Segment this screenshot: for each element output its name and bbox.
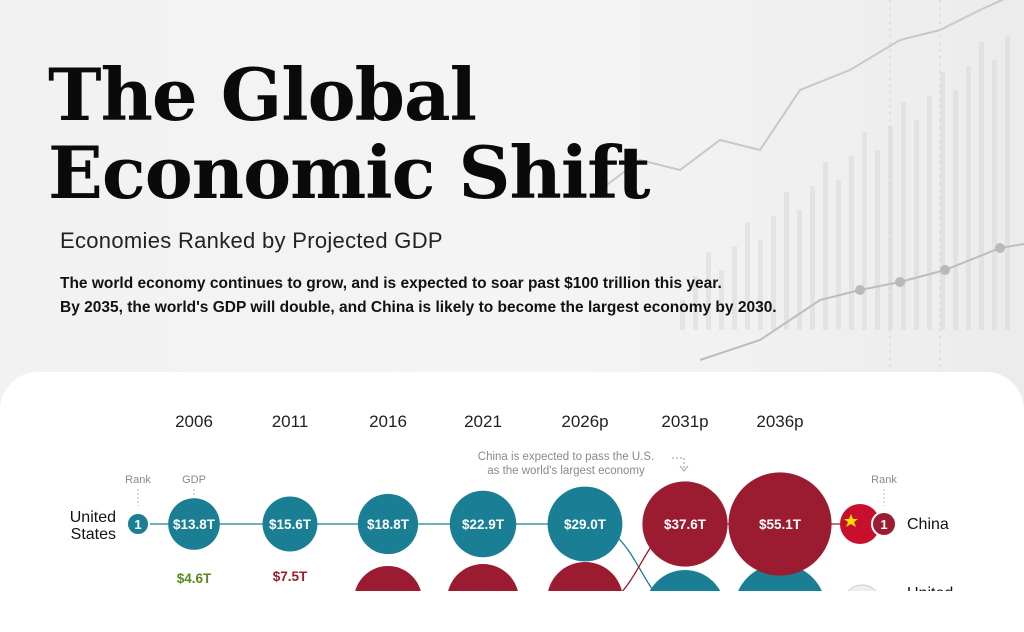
annotation-arrowhead: [679, 465, 689, 472]
china-value-label-2006: $4.6T: [177, 571, 212, 586]
us-value-label: $22.9T: [462, 517, 505, 532]
bg-bar: [680, 300, 685, 330]
bg-bar: [797, 210, 802, 330]
intro-line-1: The world economy continues to grow, and…: [60, 275, 722, 292]
intro-text: The world economy continues to grow, and…: [60, 272, 777, 320]
bg-bar: [914, 120, 919, 330]
bg-bar: [901, 102, 906, 330]
bg-bar: [823, 162, 828, 330]
us-rank-number: 1: [134, 517, 141, 532]
china-bubble-2036p: [728, 472, 832, 576]
bg-trend-dot: [940, 265, 950, 275]
title-line-1: The Global: [48, 52, 477, 137]
us-bubble-2011: [262, 496, 318, 552]
annotation-line-2: as the world's largest economy: [487, 465, 645, 477]
rank-header-right: Rank: [871, 474, 897, 486]
gdp-rank-chart: 2006 2011 2016 2021 2026p 2031p 2036p China is …: [70, 412, 953, 591]
china-value-label-2011: $7.5T: [273, 569, 308, 584]
bg-trend-line: [600, 0, 1005, 191]
bg-bar: [940, 72, 945, 330]
annotation-arrow: [672, 457, 685, 469]
year-label: 2036p: [756, 412, 803, 431]
us-value-label: $18.8T: [367, 517, 410, 532]
bg-bar: [849, 156, 854, 330]
china-value-label: $37.6T: [664, 517, 707, 532]
bg-trend-dot: [855, 285, 865, 295]
bg-bar: [706, 252, 711, 330]
intro-line-2: By 2035, the world's GDP will double, an…: [60, 299, 777, 316]
annotation-line-1: China is expected to pass the U.S.: [478, 451, 654, 463]
bg-bar: [862, 132, 867, 330]
china-bubble-2021: [448, 564, 518, 591]
year-label: 2016: [369, 412, 407, 431]
bg-bar: [693, 276, 698, 330]
bg-trend-dot: [895, 277, 905, 287]
china-bubble-2026p: [548, 562, 622, 591]
bg-bar: [927, 96, 932, 330]
year-label: 2011: [272, 412, 309, 431]
bg-bar: [966, 66, 971, 330]
us-bubble-2016: [357, 493, 419, 555]
china-flag-star-icon: [844, 514, 858, 527]
gdp-header: GDP: [182, 474, 206, 486]
page-title: The Global Economic Shift: [48, 52, 650, 215]
bg-trend-line-lower: [699, 243, 1024, 361]
us-country-label-right: United: [907, 585, 953, 591]
bg-bar: [992, 60, 997, 330]
bg-bar: [836, 180, 841, 330]
bg-bar: [810, 186, 815, 330]
us-flag-icon: [847, 584, 877, 591]
us-value-label: $15.6T: [269, 517, 312, 532]
us-bubble-2026p: [547, 486, 623, 562]
us-bubble-2021: [449, 490, 517, 558]
bg-trend-dot: [995, 243, 1005, 253]
china-value-label: $55.1T: [759, 517, 802, 532]
bg-bar: [719, 270, 724, 330]
rank-header-left: Rank: [125, 474, 151, 486]
bg-bar: [1005, 36, 1010, 330]
us-bubble-2031p: [649, 570, 721, 591]
bg-bar: [758, 240, 763, 330]
bg-bar: [732, 246, 737, 330]
us-bubble-2006: [168, 498, 220, 550]
china-rank-number: 1: [880, 517, 887, 532]
us-value-label: $13.8T: [173, 517, 216, 532]
bg-bar: [745, 222, 750, 330]
year-label: 2026p: [561, 412, 608, 431]
us-country-label-line1: United: [70, 509, 116, 526]
us-country-label-line2: States: [71, 526, 116, 543]
china-bubble-2016: [355, 566, 421, 591]
title-line-2: Economic Shift: [48, 130, 650, 215]
bg-bar: [953, 90, 958, 330]
bg-bar: [875, 150, 880, 330]
year-label: 2021: [464, 412, 502, 431]
bg-bar: [888, 126, 893, 330]
china-rank-badge: [871, 511, 897, 537]
china-flag-icon: [840, 504, 880, 544]
china-bubble-2031p: [642, 481, 728, 567]
page-subtitle: Economies Ranked by Projected GDP: [60, 228, 443, 253]
us-value-label: $29.0T: [564, 517, 607, 532]
year-label: 2031p: [661, 412, 708, 431]
year-label: 2006: [175, 412, 213, 431]
background-growth-graphic: [600, 0, 1024, 380]
us-rank-badge: [126, 512, 150, 536]
bg-bar: [784, 192, 789, 330]
bg-bar: [771, 216, 776, 330]
china-country-label: China: [907, 516, 949, 533]
bg-bar: [979, 42, 984, 330]
